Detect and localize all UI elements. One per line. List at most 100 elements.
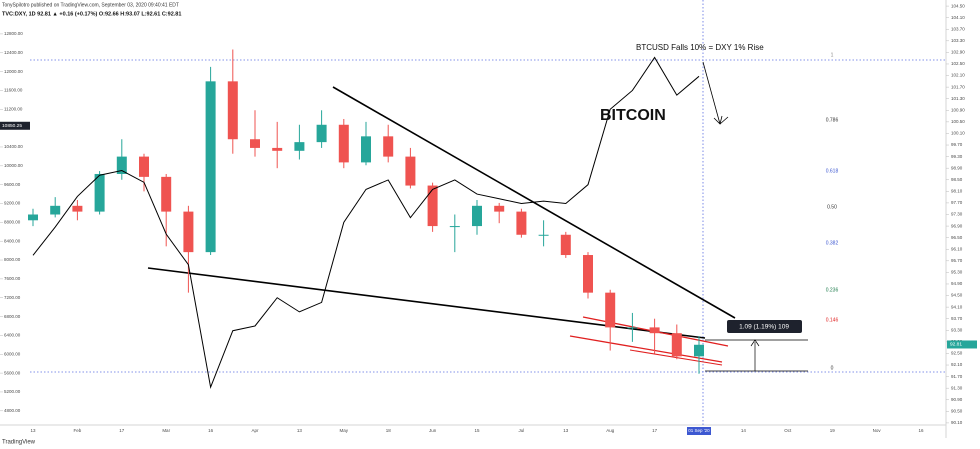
x-tick-label: 17	[652, 428, 658, 433]
y2-tick-label: 101.70	[951, 84, 965, 89]
y2-tick-label: 91.30	[951, 385, 963, 390]
x-tick-label: Nov	[873, 428, 882, 433]
x-tick-label: Aug	[606, 428, 615, 433]
candle-body	[50, 205, 61, 215]
y-tick-label: 6400.00	[4, 333, 21, 338]
candle-body	[671, 333, 682, 357]
y-tick-label: 9600.00	[4, 182, 21, 187]
y-tick-label: 12000.00	[4, 69, 23, 74]
y2-tick-label: 94.90	[951, 281, 963, 286]
fib-label: 0.146	[826, 317, 839, 323]
y2-tick-label: 104.10	[951, 15, 965, 20]
candle-body	[94, 173, 105, 212]
x-tick-label: Oct	[784, 428, 792, 433]
y-tick-label: 9200.00	[4, 201, 21, 206]
candle-body	[316, 124, 327, 143]
x-tick-label: 18	[386, 428, 392, 433]
y2-tick-label: 95.30	[951, 270, 963, 275]
candle-body	[472, 205, 482, 227]
x-tick-label: 16	[918, 428, 924, 433]
line-series	[32, 56, 700, 390]
y2-tick-label: 100.50	[951, 119, 965, 124]
y2-tick-label: 102.10	[951, 73, 965, 78]
y-tick-label: 10400.00	[4, 144, 23, 149]
candle-body	[227, 81, 238, 140]
candle-body	[405, 156, 416, 186]
y-tick-label: 4800.00	[4, 408, 21, 413]
x-tick-label: Apr	[251, 428, 259, 433]
price-marker	[947, 340, 977, 349]
brand: TradingView	[2, 440, 36, 446]
fib-label: 0.50	[827, 204, 837, 210]
x-tick-label: 16	[208, 428, 214, 433]
measure-arrowhead	[750, 339, 760, 347]
annotation: BTCUSD Falls 10% = DXY 1% Rise	[636, 43, 764, 52]
candle-body	[649, 327, 660, 334]
candle-body	[161, 176, 172, 212]
fib-label: 0.786	[826, 117, 839, 123]
y-tick-label: 5600.00	[4, 370, 21, 375]
measure-box	[727, 320, 802, 333]
y2-tick-label: 102.90	[951, 50, 965, 55]
y-tick-label: 7200.00	[4, 295, 21, 300]
candle-body	[72, 205, 83, 212]
y2-tick-label: 96.10	[951, 246, 963, 251]
candle-body	[205, 81, 216, 253]
candle-body	[139, 156, 149, 177]
header-symbol: TVC:DXY, 1D 92.81 ▲ +0.16 (+0.17%) O:92.…	[2, 11, 181, 17]
y2-tick-label: 94.10	[951, 304, 963, 309]
x-tick-label: 01 Sep '20	[688, 428, 710, 433]
projection	[702, 61, 729, 125]
y-tick-label: 7600.00	[4, 276, 21, 281]
y2-tick-label: 90.10	[951, 420, 963, 425]
y2-tick-label: 99.30	[951, 154, 963, 159]
candle-body	[272, 147, 283, 151]
fib-label: 0.382	[826, 240, 839, 246]
y2-tick-label: 98.10	[951, 189, 963, 194]
y2-tick-label: 93.30	[951, 327, 963, 332]
x-tick-label: 15	[474, 428, 480, 433]
y-tick-label: 6000.00	[4, 351, 21, 356]
y2-tick-label: 98.50	[951, 177, 963, 182]
price-marker	[0, 121, 30, 130]
candle-body	[449, 226, 460, 228]
y2-tick-label: 91.70	[951, 374, 963, 379]
series-label: BITCOIN	[600, 107, 666, 124]
candle-body	[338, 124, 349, 163]
y-tick-label: 8400.00	[4, 238, 21, 243]
y2-tick-label: 95.70	[951, 258, 963, 263]
y-tick-label: 11200.00	[4, 106, 23, 111]
y-tick-label: 5200.00	[4, 389, 21, 394]
candle-body	[627, 327, 638, 329]
x-tick-label: May	[340, 428, 349, 433]
fib-label: 1	[831, 52, 834, 58]
x-tick-label: 13	[563, 428, 569, 433]
y2-tick-label: 102.50	[951, 61, 965, 66]
y2-tick-label: 98.90	[951, 165, 963, 170]
y-tick-label: 12800.00	[4, 31, 23, 36]
price-marker-label: 10850.25	[2, 123, 22, 129]
y2-tick-label: 96.90	[951, 223, 963, 228]
y2-tick-label: 92.10	[951, 362, 963, 367]
y2-tick-label: 101.30	[951, 96, 965, 101]
y2-tick-label: 103.30	[951, 38, 965, 43]
candle-body	[516, 211, 527, 235]
y2-tick-label: 92.50	[951, 351, 963, 356]
y2-tick-label: 90.50	[951, 409, 963, 414]
candle-body	[583, 255, 593, 293]
header-title: TonySpilotro published on TradingView.co…	[2, 2, 179, 8]
candle-body	[427, 185, 438, 227]
candle-body	[494, 205, 505, 212]
y2-tick-label: 99.70	[951, 142, 963, 147]
y2-tick-label: 90.90	[951, 397, 963, 402]
fib-label: 0	[831, 365, 834, 371]
x-tick-label: 19	[830, 428, 836, 433]
y-tick-label: 6800.00	[4, 314, 21, 319]
fib-label: 0.618	[826, 168, 839, 174]
candle-body	[560, 234, 571, 256]
y2-tick-label: 103.70	[951, 26, 965, 31]
y2-tick-label: 94.50	[951, 293, 963, 298]
x-tick-label: Mar	[162, 428, 170, 433]
